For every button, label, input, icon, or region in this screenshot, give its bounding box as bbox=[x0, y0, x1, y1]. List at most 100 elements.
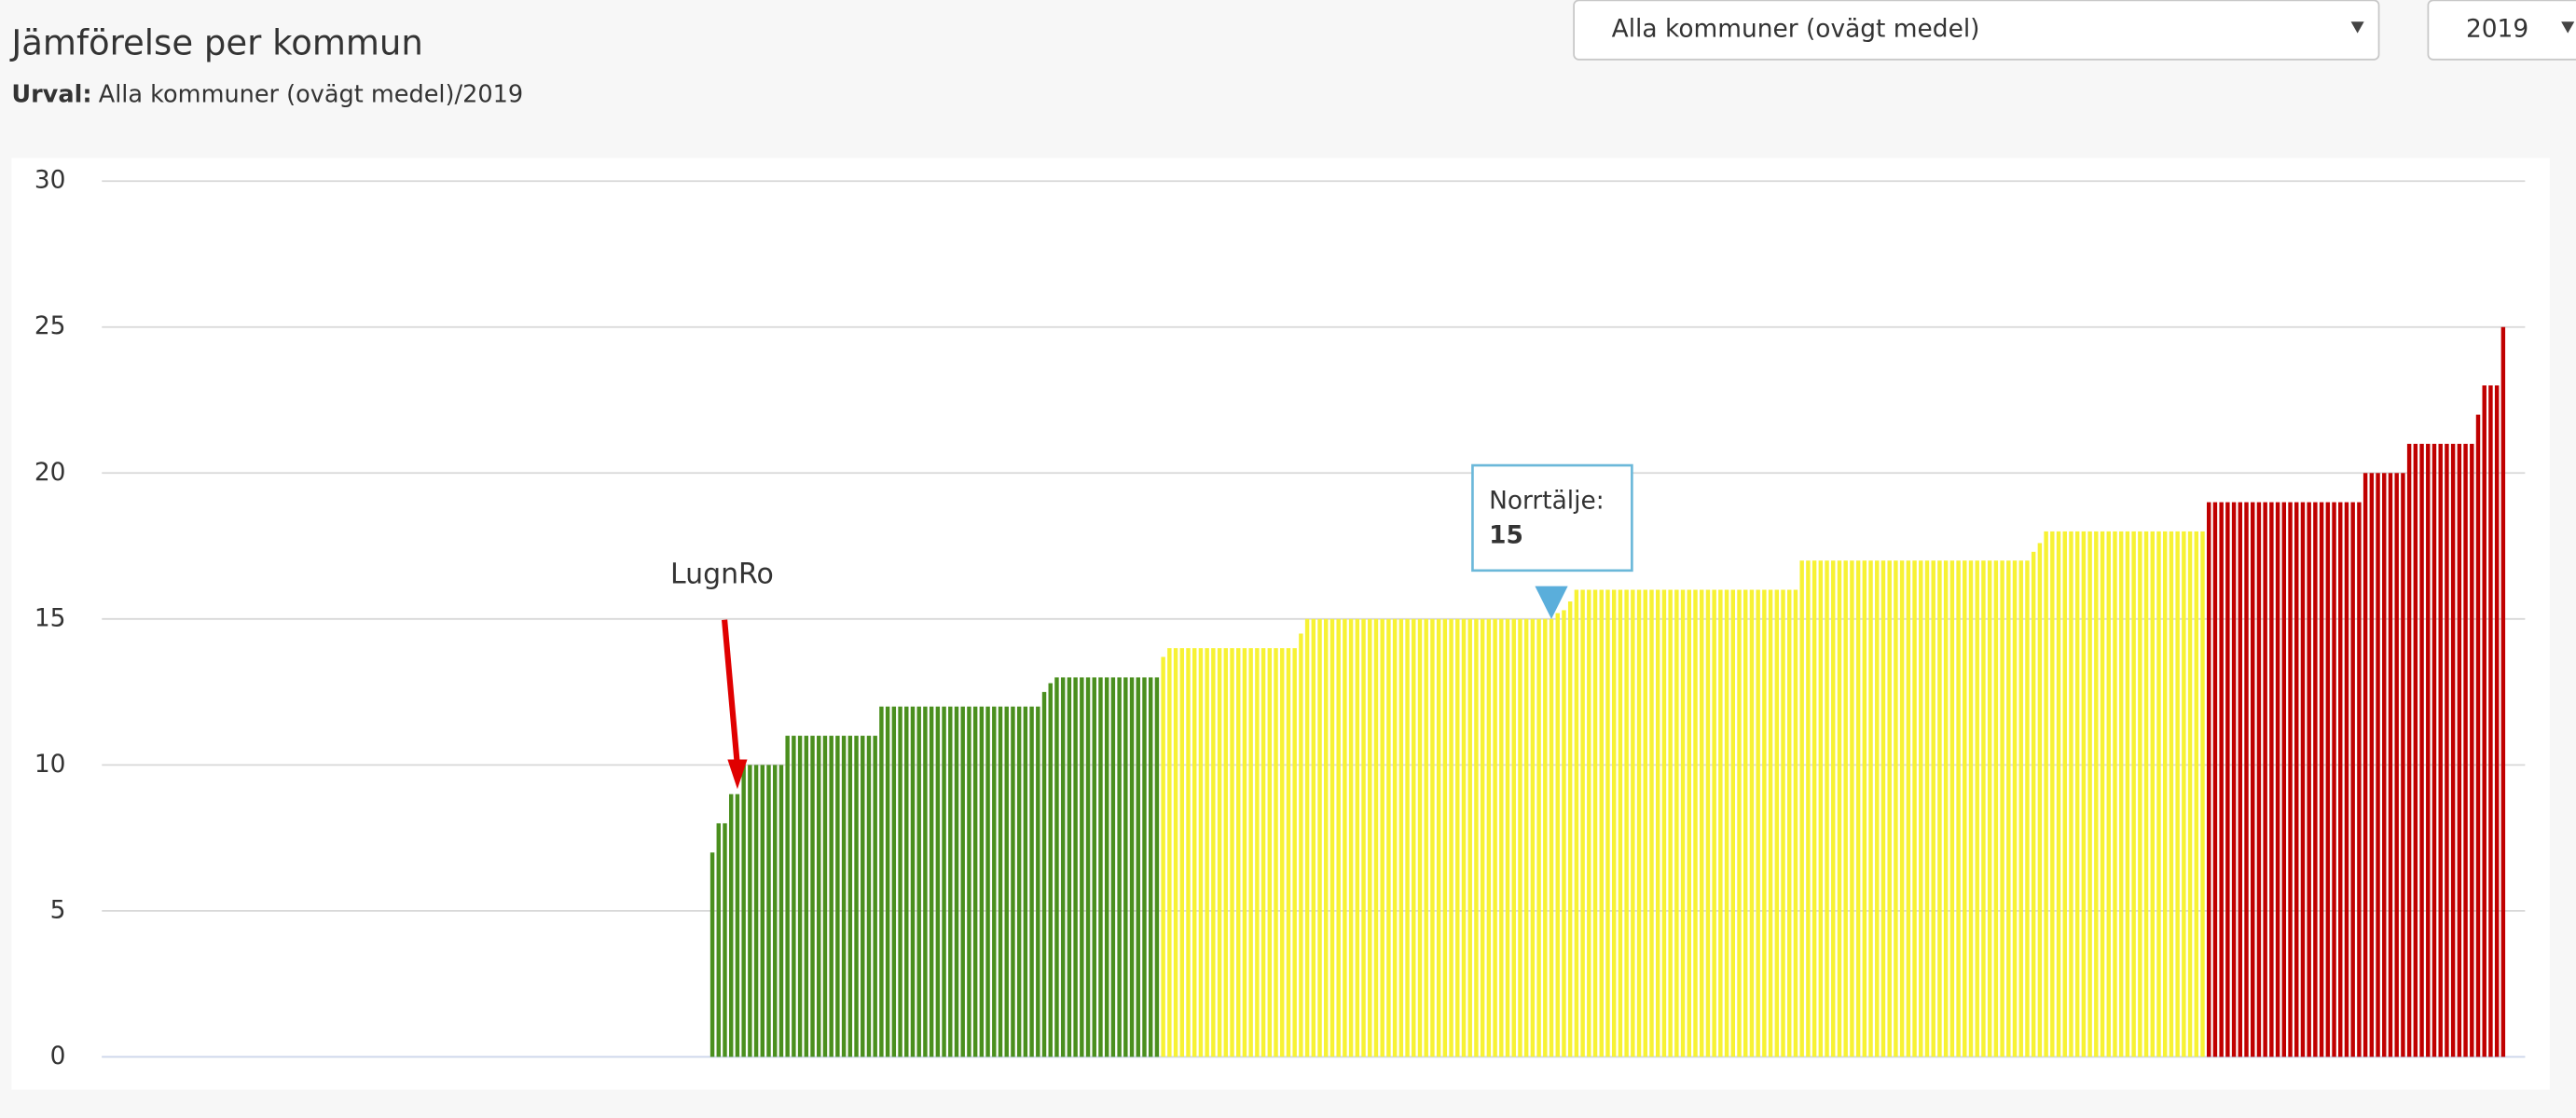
bar bbox=[1968, 560, 1974, 1057]
bar bbox=[2162, 531, 2168, 1057]
bar bbox=[916, 706, 921, 1057]
bar bbox=[1324, 618, 1329, 1057]
bar bbox=[885, 706, 890, 1057]
bar bbox=[1499, 618, 1504, 1057]
bar bbox=[785, 736, 790, 1057]
bar bbox=[735, 794, 740, 1057]
bar bbox=[1505, 618, 1510, 1057]
bar bbox=[2044, 531, 2048, 1057]
bar bbox=[1555, 613, 1560, 1057]
bar bbox=[1129, 677, 1135, 1057]
dropdown-box[interactable] bbox=[1573, 0, 2380, 61]
bar bbox=[829, 736, 833, 1057]
bar bbox=[1311, 618, 1316, 1057]
bar bbox=[1624, 589, 1629, 1057]
bar bbox=[1912, 560, 1917, 1057]
bar bbox=[1417, 618, 1423, 1057]
bar bbox=[822, 736, 828, 1057]
bar bbox=[2025, 560, 2030, 1057]
bar bbox=[1092, 677, 1096, 1057]
bar bbox=[1011, 706, 1015, 1057]
dropdown-arrow[interactable] bbox=[2350, 21, 2364, 34]
bar bbox=[2031, 551, 2036, 1057]
bar bbox=[2288, 502, 2293, 1057]
bar bbox=[2338, 502, 2343, 1057]
bar bbox=[1036, 706, 1040, 1057]
bar bbox=[2175, 531, 2180, 1057]
bar bbox=[1236, 648, 1241, 1057]
bar bbox=[2069, 531, 2073, 1057]
bar bbox=[1179, 648, 1184, 1057]
bar bbox=[1919, 560, 1923, 1057]
bar bbox=[2256, 502, 2262, 1057]
bar bbox=[2006, 560, 2011, 1057]
bar bbox=[2056, 531, 2061, 1057]
bar bbox=[1023, 706, 1028, 1057]
bar bbox=[1260, 648, 1266, 1057]
bar bbox=[2269, 502, 2274, 1057]
bar bbox=[2445, 443, 2449, 1057]
bar bbox=[985, 706, 990, 1057]
bar bbox=[2263, 502, 2267, 1057]
bar bbox=[1248, 648, 1253, 1057]
bar bbox=[2382, 473, 2387, 1057]
bar bbox=[1987, 560, 1992, 1057]
bar bbox=[1636, 589, 1642, 1057]
bar bbox=[1493, 618, 1497, 1057]
bar bbox=[1048, 683, 1053, 1057]
bar bbox=[910, 706, 916, 1057]
bar bbox=[1768, 589, 1773, 1057]
bar bbox=[2413, 443, 2418, 1057]
bar bbox=[2419, 443, 2424, 1057]
bar bbox=[891, 706, 897, 1057]
bar bbox=[760, 765, 765, 1057]
bar bbox=[2037, 543, 2043, 1057]
bar bbox=[1850, 560, 1854, 1057]
bar bbox=[1361, 618, 1366, 1057]
bar bbox=[1286, 648, 1291, 1057]
bar bbox=[1774, 589, 1780, 1057]
bar bbox=[1424, 618, 1428, 1057]
bar bbox=[1299, 633, 1303, 1057]
bar bbox=[2012, 560, 2018, 1057]
bar bbox=[1592, 589, 1598, 1057]
bar bbox=[2244, 502, 2249, 1057]
bar bbox=[1811, 560, 1817, 1057]
bar bbox=[1655, 589, 1660, 1057]
bar bbox=[1668, 589, 1673, 1057]
bar bbox=[1098, 677, 1103, 1057]
bar bbox=[1705, 589, 1711, 1057]
bar bbox=[1217, 648, 1222, 1057]
tooltip-label: Norrtälje: bbox=[1489, 486, 1605, 515]
bar bbox=[1981, 560, 1986, 1057]
bar bbox=[2062, 531, 2067, 1057]
bar bbox=[1931, 560, 1935, 1057]
bar bbox=[1762, 589, 1767, 1057]
bar bbox=[2081, 531, 2087, 1057]
dropdown-arrow[interactable] bbox=[2561, 21, 2575, 34]
tooltip: Norrtälje: 15 bbox=[1471, 463, 1633, 619]
dropdown-text[interactable]: 2019 bbox=[2466, 15, 2528, 44]
bar bbox=[1880, 560, 1886, 1057]
dropdown-box[interactable] bbox=[2427, 0, 2576, 61]
bar bbox=[1117, 677, 1122, 1057]
bar bbox=[773, 765, 778, 1057]
bar bbox=[1975, 560, 1979, 1057]
bar bbox=[797, 736, 803, 1057]
bar bbox=[2138, 531, 2142, 1057]
bar bbox=[1756, 589, 1760, 1057]
year-dropdown[interactable]: 2019 bbox=[2427, 0, 2576, 61]
group-dropdown[interactable]: Alla kommuner (ovägt medel) bbox=[1573, 0, 2380, 61]
bar bbox=[923, 706, 928, 1057]
y-tick-label: 15 bbox=[34, 603, 66, 632]
bar bbox=[1368, 618, 1372, 1057]
bar bbox=[804, 736, 809, 1057]
bar bbox=[1392, 618, 1398, 1057]
bar bbox=[1611, 589, 1617, 1057]
bar bbox=[1142, 677, 1147, 1057]
bar bbox=[1467, 618, 1472, 1057]
bar bbox=[1317, 618, 1322, 1057]
bar bbox=[1442, 618, 1448, 1057]
bar bbox=[716, 822, 722, 1057]
dropdown-text[interactable]: Alla kommuner (ovägt medel) bbox=[1612, 15, 1980, 44]
